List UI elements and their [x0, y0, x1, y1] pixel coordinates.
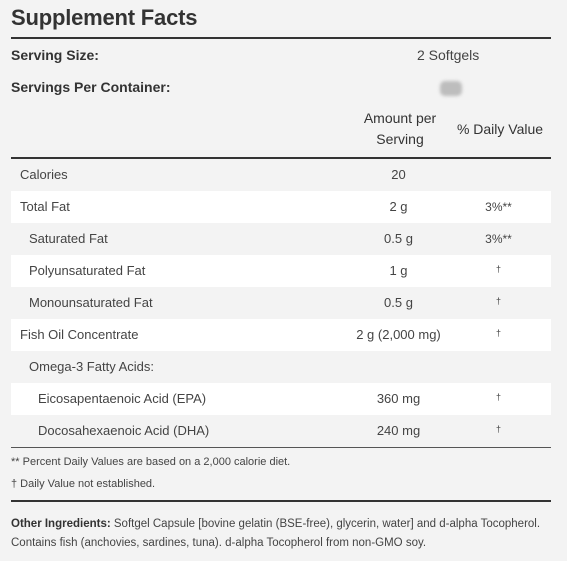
daily-value-header: % Daily Value [456, 121, 544, 137]
percent-daily-value-footnote: ** Percent Daily Values are based on a 2… [11, 456, 291, 468]
nutrient-amount: 240 mg [376, 423, 421, 438]
nutrient-row-monounsaturated-fat: Monounsaturated Fat 0.5 g † [11, 287, 551, 319]
nutrient-amount: 360 mg [376, 391, 421, 406]
nutrient-name: Fish Oil Concentrate [20, 327, 139, 342]
amount-header-line1: Amount per [363, 110, 437, 126]
nutrient-amount: 20 [391, 167, 406, 182]
servings-per-container-value [440, 81, 462, 96]
nutrient-daily-value: † [495, 264, 501, 274]
amount-per-serving-header: Amount per Serving [350, 108, 450, 150]
other-ingredients-text: Softgel Capsule [bovine gelatin (BSE-fre… [11, 518, 541, 549]
nutrient-daily-value: † [495, 296, 501, 306]
footnote-divider [11, 500, 551, 502]
other-ingredients: Other Ingredients: Softgel Capsule [bovi… [11, 515, 541, 553]
nutrient-row-omega3: Omega-3 Fatty Acids: [11, 351, 551, 383]
nutrient-daily-value: † [495, 424, 501, 434]
other-ingredients-label: Other Ingredients: [11, 518, 111, 530]
nutrient-row-epa: Eicosapentaenoic Acid (EPA) 360 mg † [11, 383, 551, 415]
nutrient-amount: 2 g [389, 199, 408, 214]
nutrient-name: Calories [20, 167, 68, 182]
serving-size-value: 2 Softgels [417, 47, 480, 63]
nutrient-amount: 2 g (2,000 mg) [356, 327, 441, 342]
nutrient-row-saturated-fat: Saturated Fat 0.5 g 3%** [11, 223, 551, 255]
serving-size-label: Serving Size: [11, 47, 99, 63]
nutrient-name: Docosahexaenoic Acid (DHA) [38, 423, 210, 438]
nutrient-name: Eicosapentaenoic Acid (EPA) [38, 391, 207, 406]
nutrient-name: Omega-3 Fatty Acids: [29, 359, 154, 374]
daily-value-not-established-footnote: † Daily Value not established. [11, 478, 156, 490]
nutrient-daily-value: 3%** [485, 200, 512, 214]
header-divider [11, 157, 551, 159]
nutrient-name: Saturated Fat [29, 231, 108, 246]
nutrient-row-total-fat: Total Fat 2 g 3%** [11, 191, 551, 223]
table-bottom-divider [11, 447, 551, 448]
nutrient-amount: 0.5 g [384, 295, 413, 310]
nutrient-row-fish-oil: Fish Oil Concentrate 2 g (2,000 mg) † [11, 319, 551, 351]
nutrient-daily-value: † [495, 392, 501, 402]
nutrient-name: Total Fat [20, 199, 70, 214]
amount-header-line2: Serving [376, 131, 424, 147]
nutrient-row-polyunsaturated-fat: Polyunsaturated Fat 1 g † [11, 255, 551, 287]
title-divider [11, 37, 551, 39]
nutrient-row-calories: Calories 20 [11, 159, 551, 191]
nutrient-name: Monounsaturated Fat [29, 295, 153, 310]
servings-per-container-label: Servings Per Container: [11, 79, 171, 95]
nutrient-amount: 0.5 g [384, 231, 413, 246]
nutrient-row-dha: Docosahexaenoic Acid (DHA) 240 mg † [11, 415, 551, 447]
nutrient-daily-value: 3%** [485, 232, 512, 246]
nutrient-amount: 1 g [389, 263, 408, 278]
panel-title: Supplement Facts [11, 5, 198, 30]
nutrient-name: Polyunsaturated Fat [29, 263, 146, 278]
nutrient-daily-value: † [495, 328, 501, 338]
